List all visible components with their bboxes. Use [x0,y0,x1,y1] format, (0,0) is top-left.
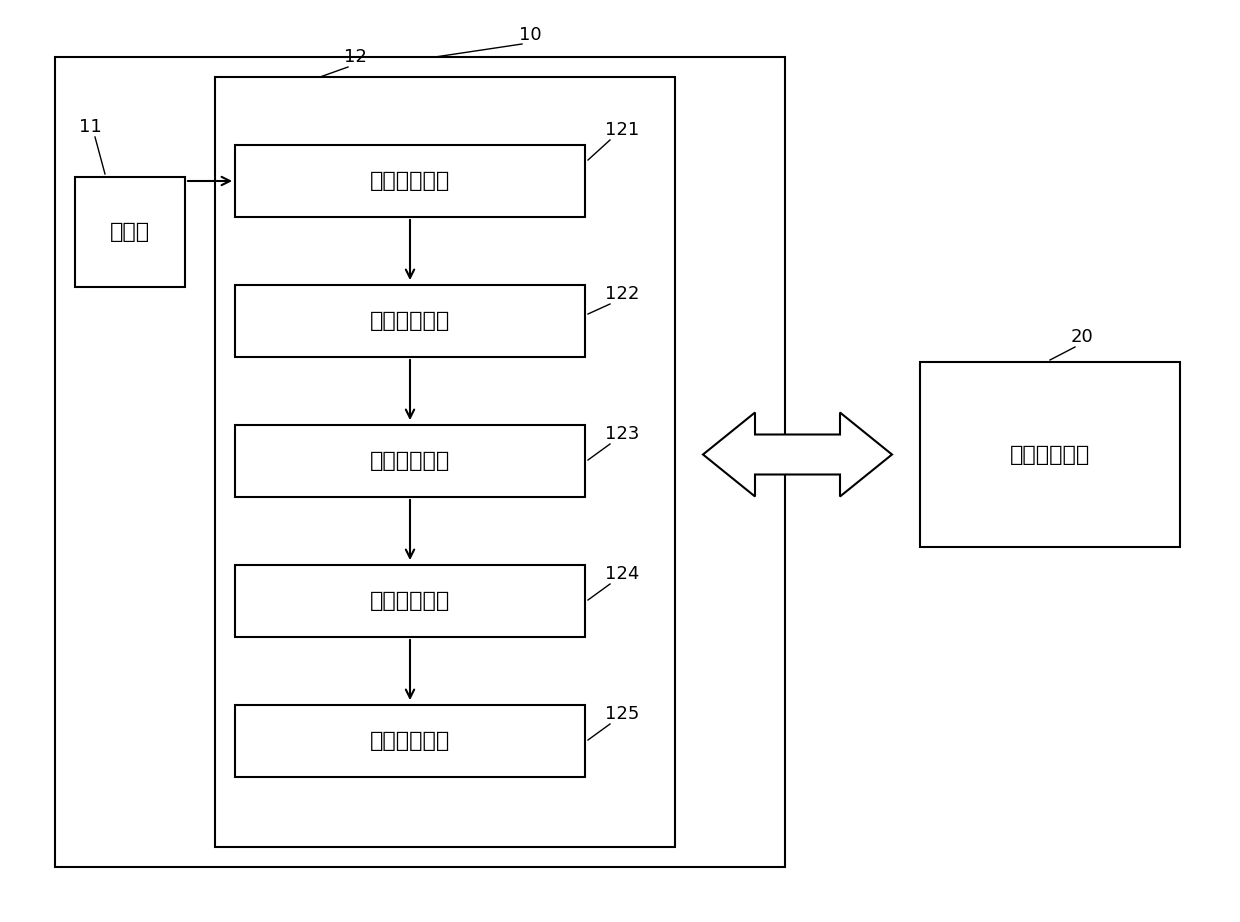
Text: 数据传输设备: 数据传输设备 [1009,444,1090,465]
Text: 125: 125 [605,705,639,723]
Text: 12: 12 [343,48,367,66]
FancyBboxPatch shape [920,362,1180,547]
Text: 通信匹配单元: 通信匹配单元 [370,311,450,331]
Text: 数据应用单元: 数据应用单元 [370,731,450,751]
Text: 业务配置单元: 业务配置单元 [370,591,450,611]
Text: 配对验证单元: 配对验证单元 [370,451,450,471]
Polygon shape [703,412,892,497]
FancyBboxPatch shape [236,425,585,497]
Text: 121: 121 [605,121,639,139]
FancyBboxPatch shape [236,145,585,217]
FancyBboxPatch shape [74,177,185,287]
Text: 124: 124 [605,565,639,583]
Text: 20: 20 [1070,328,1094,346]
FancyBboxPatch shape [215,77,675,847]
FancyBboxPatch shape [55,57,785,867]
FancyBboxPatch shape [236,285,585,357]
Text: 11: 11 [78,118,102,136]
Text: 123: 123 [605,425,639,443]
Text: 10: 10 [518,26,542,44]
Text: 122: 122 [605,285,639,303]
FancyBboxPatch shape [236,565,585,637]
Text: 接口适配单元: 接口适配单元 [370,171,450,191]
FancyBboxPatch shape [236,705,585,777]
Text: 传感器: 传感器 [110,222,150,242]
